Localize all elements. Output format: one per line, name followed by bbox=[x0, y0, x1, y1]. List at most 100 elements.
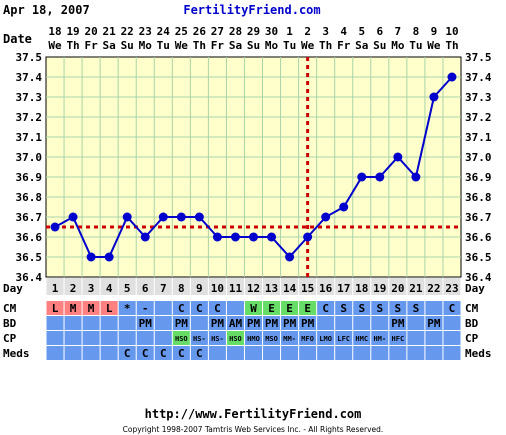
day-cell bbox=[244, 278, 263, 295]
cp-value: MSO bbox=[265, 335, 278, 343]
footer-url[interactable]: http://www.FertilityFriend.com bbox=[144, 407, 362, 421]
cm-cell bbox=[353, 301, 371, 315]
day-value: 3 bbox=[88, 282, 95, 295]
bd-cell bbox=[136, 316, 154, 330]
date-label: 28 bbox=[229, 25, 242, 38]
day-cell bbox=[371, 278, 389, 295]
day-cell bbox=[82, 278, 100, 295]
cp-cell bbox=[64, 331, 82, 345]
cm-value: S bbox=[413, 302, 420, 315]
weekday-label: Fr bbox=[211, 39, 225, 52]
bd-cell bbox=[118, 316, 136, 330]
cp-cell bbox=[190, 331, 208, 345]
day-cell bbox=[335, 278, 353, 295]
chart-date: Apr 18, 2007 bbox=[3, 3, 90, 17]
bd-value: PM bbox=[391, 317, 405, 330]
day-row-label-right: Day bbox=[465, 282, 485, 295]
date-label: 5 bbox=[358, 25, 365, 38]
cp-cell bbox=[244, 331, 263, 345]
meds-cell bbox=[118, 346, 136, 360]
meds-row-label: Meds bbox=[3, 347, 30, 360]
cm-value: C bbox=[449, 302, 456, 315]
weekday-label: Tu bbox=[157, 39, 170, 52]
bd-value: PM bbox=[175, 317, 189, 330]
cp-value: LFC bbox=[337, 335, 350, 343]
y-tick-label-left: 36.8 bbox=[16, 191, 43, 204]
cm-cell bbox=[226, 301, 244, 315]
day-cell bbox=[190, 278, 208, 295]
cm-value: M bbox=[88, 302, 95, 315]
cp-cell bbox=[118, 331, 136, 345]
day-cell bbox=[118, 278, 136, 295]
temperature-point bbox=[140, 232, 150, 242]
date-label: 10 bbox=[445, 25, 458, 38]
cp-row-label-right: CP bbox=[465, 332, 479, 345]
cp-cell bbox=[172, 331, 190, 345]
bd-cell bbox=[46, 316, 64, 330]
cp-cell bbox=[371, 331, 389, 345]
meds-value: C bbox=[142, 347, 149, 360]
cp-value: HM- bbox=[373, 335, 386, 343]
bd-cell bbox=[244, 316, 263, 330]
cp-cell bbox=[425, 331, 443, 345]
day-cell bbox=[100, 278, 118, 295]
cp-value: LMO bbox=[319, 335, 332, 343]
cp-cell bbox=[154, 331, 172, 345]
day-row-label: Day bbox=[3, 282, 23, 295]
day-value: 7 bbox=[160, 282, 167, 295]
day-cell bbox=[46, 278, 64, 295]
day-value: 15 bbox=[301, 282, 314, 295]
bd-row-label-right: BD bbox=[465, 317, 479, 330]
day-cell bbox=[154, 278, 172, 295]
cm-cell bbox=[100, 301, 118, 315]
bd-value: AM bbox=[229, 317, 243, 330]
day-value: 2 bbox=[70, 282, 77, 295]
bd-cell bbox=[443, 316, 461, 330]
temperature-point bbox=[285, 252, 295, 262]
cm-cell bbox=[208, 301, 226, 315]
cm-value: E bbox=[268, 302, 275, 315]
temperature-point bbox=[339, 202, 349, 212]
cp-cell bbox=[335, 331, 353, 345]
temperature-point bbox=[230, 232, 240, 242]
day-value: 20 bbox=[391, 282, 404, 295]
weekday-label: Tu bbox=[283, 39, 296, 52]
cp-cell bbox=[389, 331, 407, 345]
cm-value: S bbox=[340, 302, 347, 315]
bd-value: PM bbox=[211, 317, 225, 330]
cp-cell bbox=[208, 331, 226, 345]
cm-row-label: CM bbox=[3, 302, 17, 315]
bbt-chart: Apr 18, 2007 FertilityFriend.com Date18W… bbox=[3, 3, 492, 360]
temperature-point bbox=[267, 232, 277, 242]
y-tick-label-left: 37.5 bbox=[16, 51, 43, 64]
cm-cell bbox=[118, 301, 136, 315]
bd-cell bbox=[154, 316, 172, 330]
cm-cell bbox=[154, 301, 172, 315]
cp-value: HSO bbox=[229, 335, 242, 343]
weekday-label: Mo bbox=[139, 39, 153, 52]
cp-cell bbox=[281, 331, 299, 345]
weekday-label: Fr bbox=[337, 39, 351, 52]
date-label: 20 bbox=[84, 25, 97, 38]
cp-cell bbox=[226, 331, 244, 345]
bd-cell bbox=[82, 316, 100, 330]
weekday-label: We bbox=[301, 39, 315, 52]
bd-value: PM bbox=[301, 317, 315, 330]
date-label: 6 bbox=[376, 25, 383, 38]
y-tick-label-right: 36.5 bbox=[465, 251, 492, 264]
meds-cell bbox=[425, 346, 443, 360]
weekday-label: Sa bbox=[355, 39, 368, 52]
cp-cell bbox=[443, 331, 461, 345]
date-label: 2 bbox=[304, 25, 311, 38]
bd-cell bbox=[299, 316, 317, 330]
temperature-point bbox=[249, 232, 258, 242]
day-cell bbox=[172, 278, 190, 295]
cp-cell bbox=[82, 331, 100, 345]
day-cell bbox=[407, 278, 425, 295]
cm-cell bbox=[425, 301, 443, 315]
date-label: 18 bbox=[48, 25, 61, 38]
bd-value: PM bbox=[139, 317, 153, 330]
cp-value: MFO bbox=[301, 335, 314, 343]
date-label: 22 bbox=[121, 25, 134, 38]
